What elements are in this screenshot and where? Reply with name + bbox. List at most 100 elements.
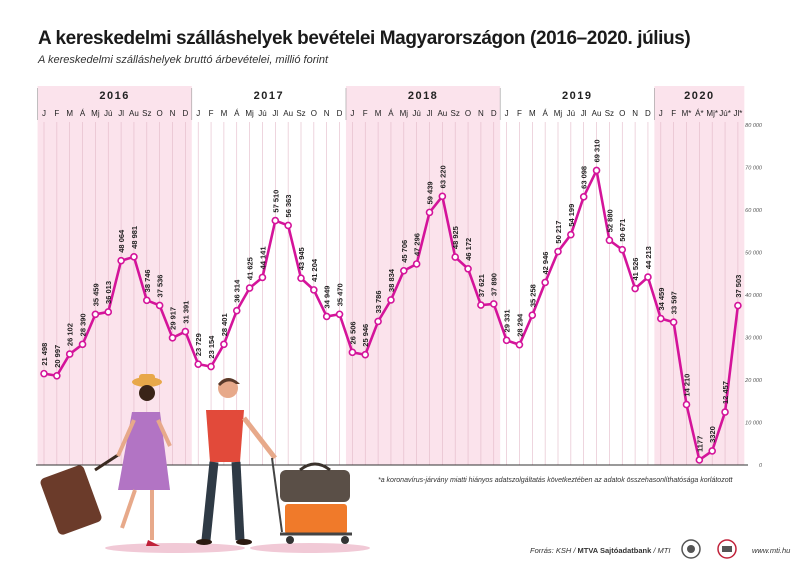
data-point [284, 221, 292, 230]
month-label: Mj [400, 109, 409, 118]
data-label: 14 210 [683, 374, 692, 397]
data-label: 36 314 [233, 279, 242, 303]
year-label: 2019 [562, 90, 592, 102]
data-label: 36 013 [104, 281, 113, 304]
data-label: 35 470 [336, 283, 345, 306]
data-point [78, 340, 87, 349]
mti-logo-icon [681, 539, 701, 559]
data-label: 63 220 [438, 165, 447, 188]
data-label: 41 204 [310, 258, 319, 282]
data-label: 1177 [695, 436, 704, 452]
month-label: Au [437, 109, 447, 118]
data-point [40, 369, 48, 378]
data-point [143, 296, 151, 305]
month-label: J [659, 109, 663, 118]
month-label: F [671, 109, 676, 118]
data-label: 29 917 [169, 307, 178, 330]
data-point [464, 264, 472, 273]
data-point [130, 253, 138, 261]
year-label: 2017 [254, 90, 284, 102]
mtva-logo-icon [717, 539, 737, 559]
data-label: 26 506 [348, 321, 357, 344]
data-point [682, 400, 691, 409]
data-label: 52 880 [605, 209, 614, 232]
data-label: 50 671 [618, 219, 627, 242]
data-label: 28 401 [220, 313, 229, 336]
month-label: J [505, 109, 509, 118]
y-tick-label: 10 000 [745, 421, 763, 427]
data-point [618, 245, 627, 254]
month-label: Jú* [719, 109, 731, 118]
month-label: D [491, 109, 497, 118]
month-label: F [363, 109, 368, 118]
data-label: 37 503 [734, 275, 743, 298]
data-point [515, 340, 524, 349]
month-label: Jl [118, 109, 124, 118]
month-label: Mj* [706, 109, 718, 118]
data-label: 33 597 [670, 291, 679, 314]
data-point [656, 314, 665, 323]
month-label: O [311, 109, 317, 118]
data-point [554, 247, 562, 256]
data-point [567, 230, 575, 239]
data-label: 43 945 [297, 247, 306, 270]
website-link[interactable]: www.mti.hu [752, 546, 791, 555]
data-label: 47 296 [413, 233, 422, 256]
y-tick-label: 20 000 [744, 378, 763, 384]
month-label: O [465, 109, 471, 118]
month-label: D [645, 109, 651, 118]
data-label: 37 621 [477, 274, 486, 297]
data-point [220, 340, 228, 349]
data-label: 44 141 [258, 246, 267, 269]
data-point [361, 350, 370, 359]
data-label: 37 890 [490, 273, 499, 296]
month-label: M [221, 109, 228, 118]
data-label: 34 949 [323, 286, 332, 309]
data-point [194, 360, 202, 368]
man-figure [196, 378, 277, 545]
data-point [451, 253, 460, 261]
data-point [412, 260, 421, 268]
month-label: O [157, 109, 163, 118]
data-point [271, 216, 280, 225]
month-label: M [375, 109, 382, 118]
data-point [734, 301, 742, 310]
month-label: N [324, 109, 330, 118]
month-label: F [209, 109, 214, 118]
data-label: 3320 [708, 426, 717, 443]
month-label: Jl* [733, 109, 742, 118]
data-point [322, 312, 331, 321]
month-label: Au [129, 109, 139, 118]
data-point [297, 274, 305, 283]
month-label: Au [283, 109, 293, 118]
data-label: 57 510 [271, 190, 280, 213]
data-label: 45 706 [400, 240, 409, 263]
year-label: 2020 [684, 90, 714, 102]
month-label: Au [592, 109, 602, 118]
month-label: Jl [272, 109, 278, 118]
data-point [477, 301, 485, 309]
data-point [631, 284, 639, 293]
month-label: Á [234, 109, 240, 118]
data-label: 28 294 [515, 313, 524, 337]
month-label: M [66, 109, 73, 118]
data-label: 33 786 [374, 290, 383, 313]
month-label: Jl [581, 109, 587, 118]
data-point [374, 317, 382, 326]
month-label: Sz [296, 109, 305, 118]
data-label: 54 199 [567, 204, 576, 227]
data-label: 46 172 [464, 238, 473, 261]
y-tick-label: 30 000 [745, 336, 763, 342]
data-label: 42 946 [541, 252, 550, 275]
month-label: Mj [91, 109, 100, 118]
data-point [245, 284, 254, 292]
data-point [644, 273, 652, 281]
month-label: F [517, 109, 522, 118]
data-point [605, 236, 614, 245]
data-point [91, 310, 100, 319]
month-label: Jú [567, 109, 575, 118]
month-label: J [196, 109, 200, 118]
data-label: 41 625 [246, 257, 255, 280]
month-label: Á [80, 109, 86, 118]
